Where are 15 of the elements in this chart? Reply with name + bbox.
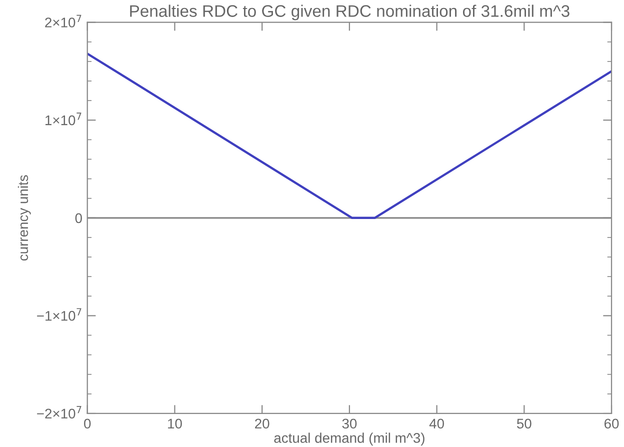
x-tick-label: 40 <box>429 418 444 429</box>
x-tick-label: 50 <box>516 418 532 429</box>
x-tick-label: 0 <box>84 418 91 429</box>
y-tick-label: −1×10$^{7}$ <box>37 308 82 321</box>
y-tick-label: 2×10$^{7}$ <box>45 14 82 28</box>
y-tick-label: −2×10$^{7}$ <box>37 406 82 419</box>
x-tick-label: 60 <box>604 418 619 429</box>
y-tick-label: 0 <box>75 213 82 224</box>
x-tick-label: 20 <box>255 418 270 429</box>
y-tick-label: 1×10$^{7}$ <box>46 112 82 126</box>
y-axis-title: currency units <box>18 175 31 261</box>
x-tick-label: 10 <box>168 418 182 429</box>
chart-title: Penalties RDC to GC given RDC nomination of 31.6mil m^3 <box>130 4 570 20</box>
x-tick-label: 30 <box>342 418 357 429</box>
x-axis-title: actual demand (mil m^3) <box>274 432 424 446</box>
